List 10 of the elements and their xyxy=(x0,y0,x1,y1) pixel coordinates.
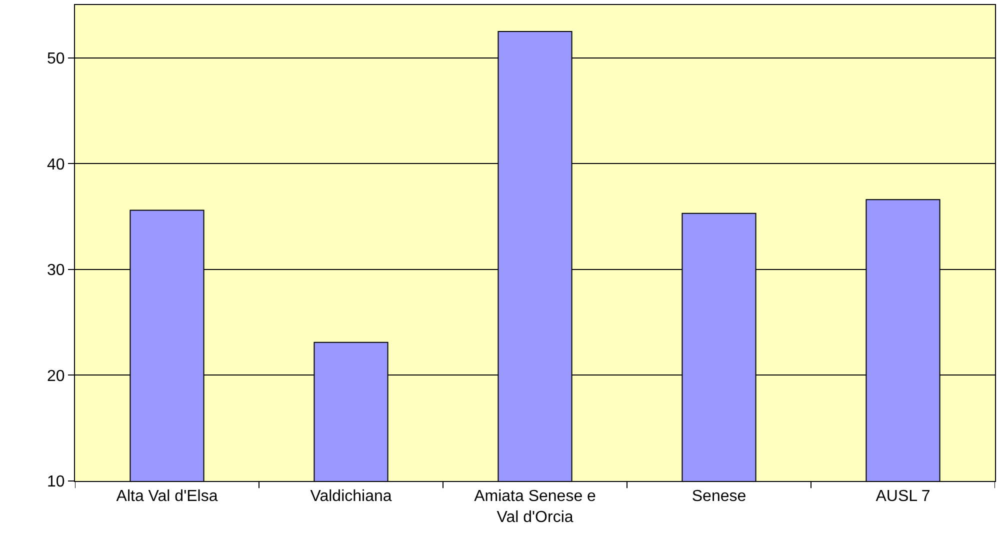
x-tick-label: Amiata Senese e Val d'Orcia xyxy=(474,488,596,526)
x-tick-label: AUSL 7 xyxy=(876,488,930,506)
y-tick-label: 20 xyxy=(47,368,65,385)
y-tick-label: 10 xyxy=(47,474,65,491)
y-tick-label: 40 xyxy=(47,156,65,174)
x-tick-label: Valdichiana xyxy=(310,488,392,506)
y-tick-label: 50 xyxy=(47,50,65,68)
x-tick-label: Alta Val d'Elsa xyxy=(116,488,218,506)
x-tick-label: Senese xyxy=(692,488,746,506)
y-tick-label: 30 xyxy=(47,262,65,280)
